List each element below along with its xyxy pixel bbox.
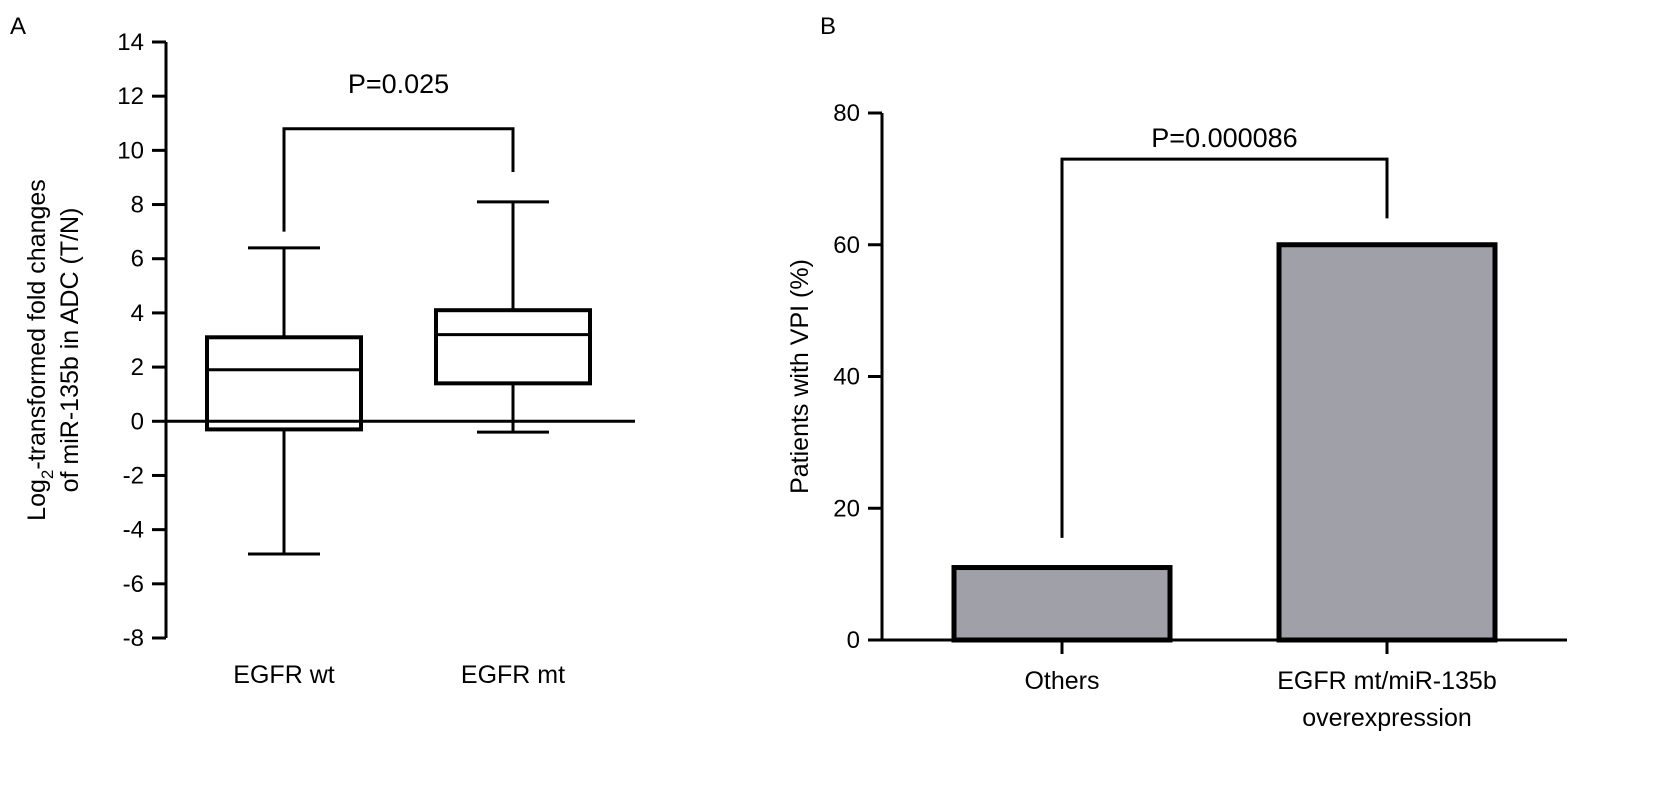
panel-label-a: A xyxy=(10,13,26,40)
x-category-label-a: EGFR mt xyxy=(461,661,565,689)
panel-label-b: B xyxy=(820,13,836,40)
y-tick-label-b: 40 xyxy=(833,364,860,391)
y-tick-label-a: 6 xyxy=(131,246,144,273)
box-1 xyxy=(205,246,363,556)
y-axis-title-b: Patients with VPI (%) xyxy=(786,259,814,494)
y-tick-label-b: 60 xyxy=(833,232,860,259)
box-2 xyxy=(434,200,592,434)
y-tick-label-a: -4 xyxy=(123,517,144,544)
x-category-label-a: EGFR wt xyxy=(233,661,334,689)
bar-1 xyxy=(951,565,1173,643)
x-category-label-b-line2: overexpression xyxy=(1302,704,1472,732)
x-category-label-b-line1: EGFR mt/miR-135b xyxy=(1277,667,1496,695)
y-tick-label-a: -8 xyxy=(123,625,144,652)
y-axis-title-a-part: -transformed fold changes xyxy=(23,179,51,469)
y-axis-title-a-line2: of miR-135b in ADC (T/N) xyxy=(56,208,84,493)
y-tick-label-b: 20 xyxy=(833,495,860,522)
iqr-box xyxy=(205,335,363,432)
y-tick-label-a: 14 xyxy=(117,29,144,56)
y-tick-label-b: 80 xyxy=(833,100,860,127)
y-tick-label-a: 2 xyxy=(131,354,144,381)
p-value-label-b: P=0.000086 xyxy=(1151,123,1297,153)
significance-bracket-b xyxy=(1060,157,1389,538)
y-axis-title-a-line1: Log2-transformed fold changes xyxy=(23,179,57,521)
y-tick-label-a: 0 xyxy=(131,408,144,435)
y-tick-label-a: 12 xyxy=(117,83,144,110)
bar-2 xyxy=(1276,242,1498,643)
y-tick-label-a: 8 xyxy=(131,192,144,219)
iqr-box xyxy=(434,308,592,386)
y-tick-label-a: -2 xyxy=(123,462,144,489)
bar-chart-panel-b: 80 60 40 20 0 Patients with VPI (%) Others EGFR… xyxy=(786,100,1567,732)
y-tick-label-b: 0 xyxy=(847,627,860,654)
y-axis-title-a-part: Log xyxy=(23,479,51,521)
p-value-label-a: P=0.025 xyxy=(348,69,449,99)
y-axis-title-a-subscript: 2 xyxy=(38,470,57,479)
y-tick-label-a: 10 xyxy=(117,137,144,164)
x-category-label-b-line1: Others xyxy=(1024,667,1099,695)
significance-bracket-a xyxy=(282,127,515,232)
y-tick-label-a: 4 xyxy=(131,300,144,327)
y-tick-label-a: -6 xyxy=(123,571,144,598)
